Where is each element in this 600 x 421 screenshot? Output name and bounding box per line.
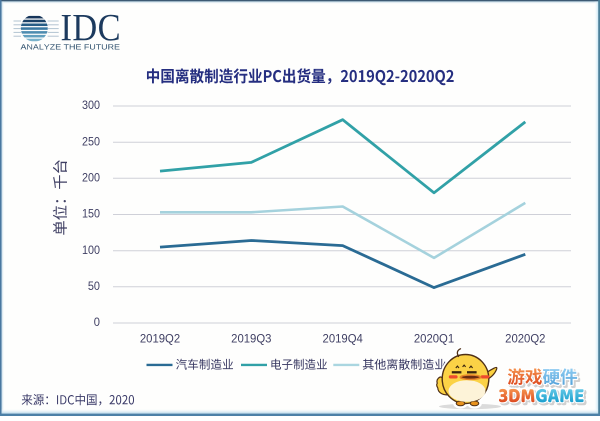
svg-text:2020Q2: 2020Q2 [505,332,546,346]
svg-text:100: 100 [82,243,100,257]
svg-text:300: 300 [82,98,100,112]
svg-text:250: 250 [82,134,100,148]
svg-text:150: 150 [82,207,100,221]
svg-text:2019Q4: 2019Q4 [323,332,364,346]
svg-text:0: 0 [94,315,100,329]
svg-text:50: 50 [88,279,100,293]
svg-text:2019Q3: 2019Q3 [231,332,272,346]
svg-text:2020Q1: 2020Q1 [414,332,455,346]
svg-text:2019Q2: 2019Q2 [140,332,181,346]
svg-text:200: 200 [82,170,100,184]
